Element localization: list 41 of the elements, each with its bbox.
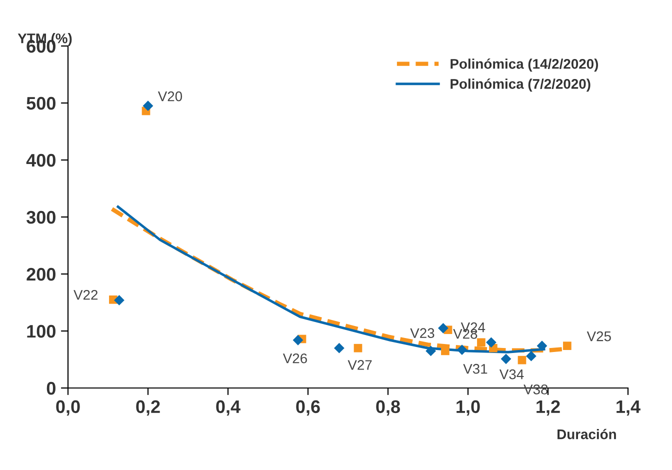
legend-label: Polinómica (14/2/2020) (450, 58, 598, 72)
x-tick-label: 0,4 (216, 400, 240, 416)
point (142, 100, 154, 112)
x-tick-label: 1,0 (456, 400, 480, 416)
y-tick-label: 400 (26, 154, 56, 167)
annotation: V20 (158, 91, 182, 102)
annotation: V31 (463, 364, 488, 374)
point (426, 346, 436, 356)
x-axis-title: Duración (558, 428, 616, 440)
x-tick-label: 1,2 (536, 400, 560, 416)
point (477, 338, 486, 347)
legend-label: Polinómica (7/2/2020) (450, 78, 590, 92)
x-tick-label: 0,6 (296, 400, 320, 416)
annotation: V26 (282, 353, 307, 364)
point (456, 344, 468, 356)
annotation: V22 (74, 290, 98, 300)
annotation: V25 (586, 331, 611, 342)
point (536, 340, 548, 352)
annotation: V27 (348, 360, 372, 370)
y-tick-label: 500 (26, 96, 56, 110)
point (518, 356, 526, 364)
point (292, 334, 304, 346)
x-tick-label: 1,4 (616, 400, 640, 416)
point (486, 337, 496, 348)
x-tick-label: 0,2 (136, 400, 160, 416)
y-tick-label: 100 (27, 324, 56, 338)
point (354, 344, 362, 352)
point (334, 342, 344, 354)
point (500, 354, 512, 364)
x-tick-label: 0,8 (376, 400, 400, 416)
x-tick-label: 0,0 (56, 400, 80, 416)
point (441, 346, 450, 356)
y-tick-label: 300 (26, 210, 56, 224)
y-tick-label: 0 (46, 382, 56, 395)
point (114, 295, 124, 306)
point (438, 322, 448, 334)
annotation: V23 (410, 328, 434, 338)
point (526, 350, 536, 362)
y-tick-label: 200 (26, 268, 56, 281)
annotation: V34 (499, 369, 524, 380)
point (563, 342, 572, 350)
